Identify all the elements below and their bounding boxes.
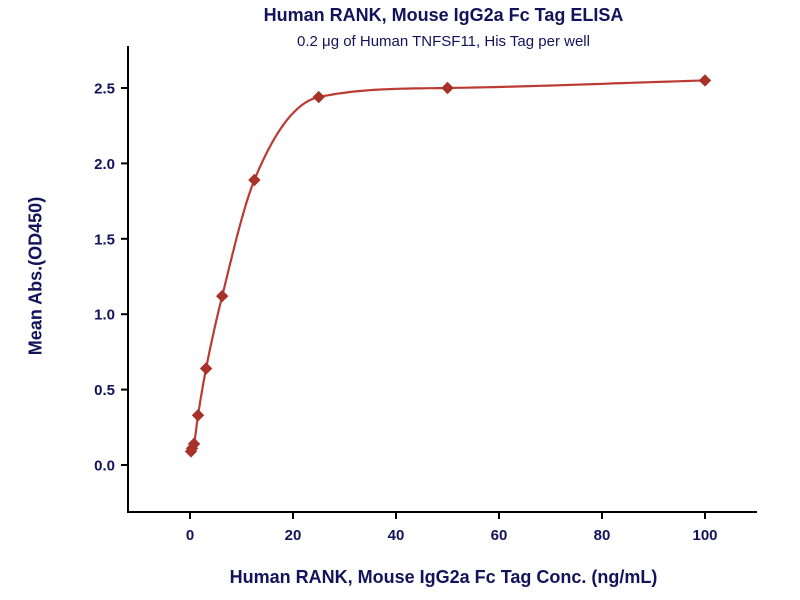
y-tick-label: 1.5 bbox=[94, 231, 115, 248]
y-tick-label: 0.5 bbox=[94, 382, 115, 399]
y-tick-label: 1.0 bbox=[94, 307, 115, 324]
data-point-marker bbox=[248, 173, 261, 187]
axes bbox=[127, 46, 757, 513]
y-tick-label: 0.0 bbox=[94, 458, 115, 475]
x-tick-label: 20 bbox=[285, 527, 302, 544]
chart-subtitle: 0.2 μg of Human TNFSF11, His Tag per wel… bbox=[297, 33, 590, 50]
data-point-marker bbox=[187, 437, 201, 451]
x-tick-label: 80 bbox=[594, 527, 611, 544]
y-tick-label: 2.0 bbox=[94, 156, 115, 173]
y-tick-label: 2.5 bbox=[94, 81, 115, 98]
x-tick-label: 60 bbox=[491, 527, 508, 544]
x-tick-label: 100 bbox=[692, 527, 717, 544]
x-tick-label: 0 bbox=[186, 527, 194, 544]
x-axis-label: Human RANK, Mouse IgG2a Fc Tag Conc. (ng… bbox=[229, 567, 658, 587]
data-point-marker bbox=[191, 409, 205, 422]
fit-curve bbox=[189, 79, 706, 453]
data-point-marker bbox=[215, 289, 229, 303]
data-point-marker bbox=[698, 74, 712, 87]
data-point-marker bbox=[312, 90, 325, 104]
chart-title: Human RANK, Mouse IgG2a Fc Tag ELISA bbox=[263, 5, 624, 25]
data-point-marker bbox=[199, 362, 213, 375]
x-tick-label: 40 bbox=[388, 527, 405, 544]
data-point-marker bbox=[441, 81, 454, 95]
